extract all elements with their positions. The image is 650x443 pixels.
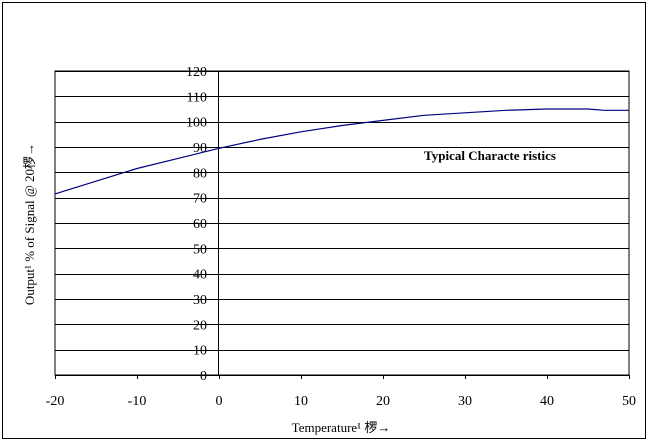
x-tick-label-0: 0: [216, 394, 223, 409]
y-tick-label-50: 50: [193, 242, 207, 257]
y-tick-label-110: 110: [187, 90, 207, 105]
y-tick-label-90: 90: [193, 141, 207, 156]
x-tick-label--10: -10: [128, 394, 147, 409]
axes: [55, 71, 630, 379]
series-line-0: [54, 108, 629, 195]
y-tick-label-70: 70: [193, 192, 207, 207]
series-layer: [54, 108, 629, 195]
y-axis-title: Output¹ % of Signal @ 20椤→: [22, 143, 37, 305]
y-tick-label-30: 30: [193, 293, 207, 308]
x-tick-label-30: 30: [458, 394, 472, 409]
y-tick-label-10: 10: [193, 344, 207, 359]
y-tick-label-0: 0: [200, 369, 207, 384]
x-tick-label-50: 50: [622, 394, 636, 409]
annotation-typical-characteristics: Typical Characte ristics: [424, 148, 556, 163]
x-tick-label--20: -20: [46, 394, 65, 409]
y-tick-label-40: 40: [193, 268, 207, 283]
y-tick-label-20: 20: [193, 318, 207, 333]
y-tick-label-120: 120: [186, 65, 207, 80]
y-tick-label-100: 100: [186, 116, 207, 131]
y-tick-label-80: 80: [193, 166, 207, 181]
tick-labels: 0 10 20 30 40 50 60 70 80 90 100 110 120 -20 -10 0 10 20 3…: [46, 65, 636, 409]
x-tick-label-40: 40: [540, 394, 554, 409]
y-tick-label-60: 60: [193, 217, 207, 232]
x-axis-title: Temperature¹ 椤→: [292, 420, 391, 435]
x-tick-label-20: 20: [376, 394, 390, 409]
x-tick-label-10: 10: [294, 394, 308, 409]
gridlines: [55, 71, 629, 351]
